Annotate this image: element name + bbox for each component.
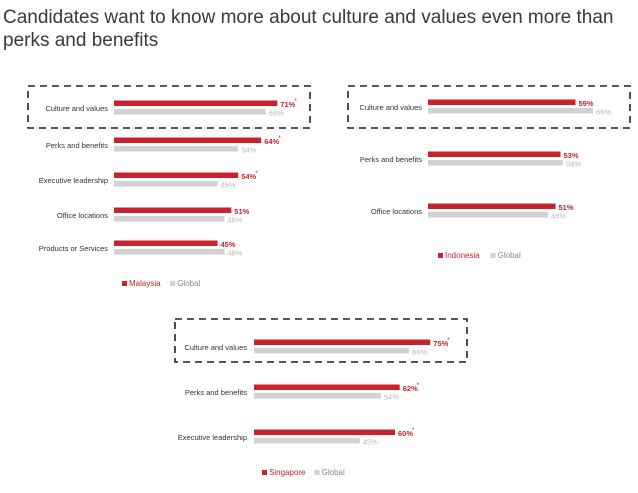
bar-global [114, 146, 239, 152]
category-label: Perks and benefits [185, 388, 247, 397]
legend-label-global: Global [322, 468, 345, 477]
bar-global [254, 393, 381, 399]
category-label: Culture and values [184, 343, 247, 352]
bar-singapore [254, 339, 431, 345]
legend-swatch-singapore [262, 470, 267, 475]
value-label-global: 54% [566, 160, 581, 169]
legend-swatch-global [314, 470, 320, 475]
bar-global [114, 249, 225, 255]
significance-star: * [278, 135, 281, 142]
value-label-indonesia: 59% [579, 99, 594, 108]
bar-malaysia [114, 172, 239, 178]
category-label: Office locations [57, 211, 108, 220]
bar-global [254, 438, 360, 444]
legend-swatch-global [170, 281, 176, 286]
bar-global [114, 109, 266, 115]
bar-malaysia [114, 100, 278, 106]
category-label: Perks and benefits [360, 155, 422, 164]
bar-indonesia [428, 203, 556, 209]
value-label-malaysia: 45% [221, 240, 236, 249]
bar-indonesia [428, 151, 561, 157]
category-label: Products or Services [39, 244, 108, 253]
significance-star: * [255, 170, 258, 177]
value-label-malaysia: 64% [264, 137, 279, 146]
slide-title: Candidates want to know more about cultu… [3, 7, 614, 51]
legend-label-singapore: Singapore [269, 468, 306, 477]
value-label-global: 54% [241, 146, 256, 155]
category-label: Culture and values [359, 103, 422, 112]
value-label-global: 66% [269, 109, 284, 118]
bar-global [114, 216, 225, 222]
category-label: Culture and values [45, 104, 108, 113]
legend-swatch-global [490, 253, 496, 258]
highlight-box [27, 85, 311, 129]
value-label-global: 48% [551, 212, 566, 221]
significance-star: * [294, 98, 297, 105]
significance-star: * [417, 382, 420, 389]
legend-label-malaysia: Malaysia [129, 279, 161, 288]
value-label-singapore: 62% [403, 384, 418, 393]
value-label-global: 54% [384, 393, 399, 402]
bar-singapore [254, 429, 395, 435]
bar-global [428, 160, 563, 166]
value-label-global: 48% [227, 216, 242, 225]
bar-malaysia [114, 137, 262, 143]
category-label: Office locations [371, 207, 422, 216]
value-label-malaysia: 51% [234, 207, 249, 216]
bar-global [428, 108, 593, 114]
bar-global [114, 181, 218, 187]
value-label-global: 45% [221, 181, 236, 190]
value-label-global: 45% [363, 438, 378, 447]
bar-global [428, 212, 548, 218]
bar-malaysia [114, 207, 232, 213]
value-label-global: 66% [596, 108, 611, 117]
significance-star: * [447, 337, 450, 344]
value-label-singapore: 60% [398, 429, 413, 438]
significance-star: * [412, 427, 415, 434]
legend-label-indonesia: Indonesia [445, 251, 480, 260]
category-label: Perks and benefits [46, 141, 108, 150]
legend-label-global: Global [498, 251, 521, 260]
legend-label-global: Global [177, 279, 200, 288]
value-label-malaysia: 71% [280, 100, 295, 109]
highlight-box [174, 318, 468, 363]
value-label-global: 48% [227, 249, 242, 258]
value-label-indonesia: 53% [564, 151, 579, 160]
value-label-global: 66% [412, 348, 427, 357]
bar-malaysia [114, 240, 218, 246]
value-label-malaysia: 54% [241, 172, 256, 181]
highlight-box [347, 85, 631, 129]
bar-singapore [254, 384, 400, 390]
value-label-indonesia: 51% [559, 203, 574, 212]
category-label: Executive leadership [178, 433, 247, 442]
category-label: Executive leadership [39, 176, 108, 185]
value-label-singapore: 75% [433, 339, 448, 348]
legend-swatch-indonesia [438, 253, 443, 258]
bar-global [254, 348, 410, 354]
legend-swatch-malaysia [122, 281, 127, 286]
bar-indonesia [428, 99, 576, 105]
